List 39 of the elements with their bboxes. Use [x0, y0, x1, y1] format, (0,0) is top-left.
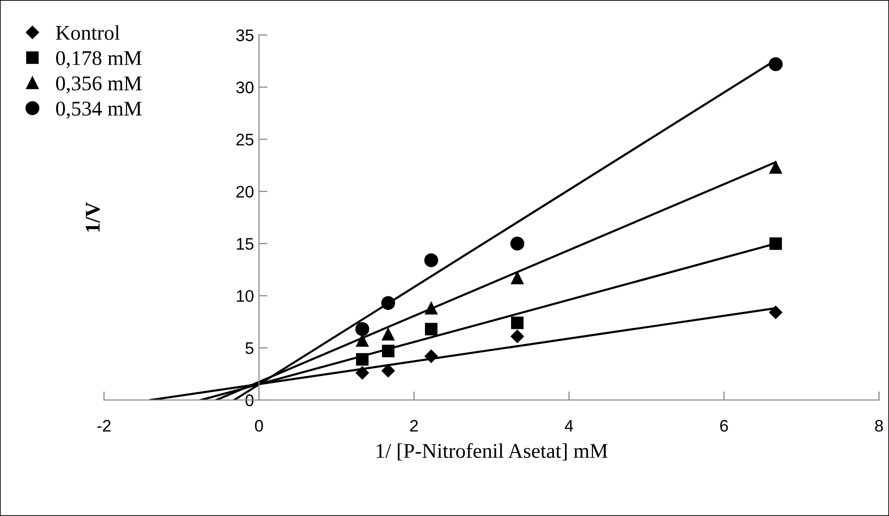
- legend-label: 0,356 mM: [56, 76, 142, 94]
- point: [355, 322, 370, 336]
- x-tick-label: 2: [410, 420, 418, 432]
- legend-label: 0,178 mM: [56, 51, 142, 68]
- x-tick-label: -2: [97, 420, 111, 432]
- y-tick-label: 30: [236, 82, 254, 94]
- y-axis-title: 1/V: [86, 202, 100, 232]
- x-tick-label: 6: [720, 420, 728, 432]
- point: [511, 316, 524, 330]
- point: [424, 253, 438, 268]
- point: [381, 296, 396, 310]
- point: [424, 322, 438, 336]
- x-tick-label: 0: [255, 420, 263, 432]
- point: [510, 330, 524, 343]
- x-axis-title: 1/ [P-Nitrofenil Asetat] mM: [376, 443, 608, 461]
- x-tick-label: 4: [564, 420, 574, 432]
- y-tick-label: 20: [236, 186, 254, 198]
- point: [424, 302, 438, 314]
- point: [382, 328, 394, 341]
- point: [769, 161, 782, 174]
- y-tick-label: 10: [236, 290, 254, 302]
- point: [769, 306, 782, 319]
- point: [510, 236, 524, 251]
- y-tick-label: 5: [246, 342, 254, 354]
- point: [768, 57, 783, 72]
- point: [511, 272, 524, 284]
- point: [356, 334, 369, 347]
- y-tick-label: 15: [236, 238, 254, 250]
- legend-label: Kontrol: [56, 25, 120, 40]
- point: [424, 350, 438, 363]
- point: [382, 364, 395, 378]
- point: [356, 366, 369, 380]
- legend-label: 0,534 mM: [56, 102, 142, 119]
- y-tick-label: 35: [236, 29, 254, 42]
- point: [356, 353, 369, 366]
- y-tick-label: 25: [236, 134, 254, 146]
- x-tick-label: 8: [875, 420, 883, 432]
- point: [769, 237, 782, 250]
- point: [382, 344, 394, 358]
